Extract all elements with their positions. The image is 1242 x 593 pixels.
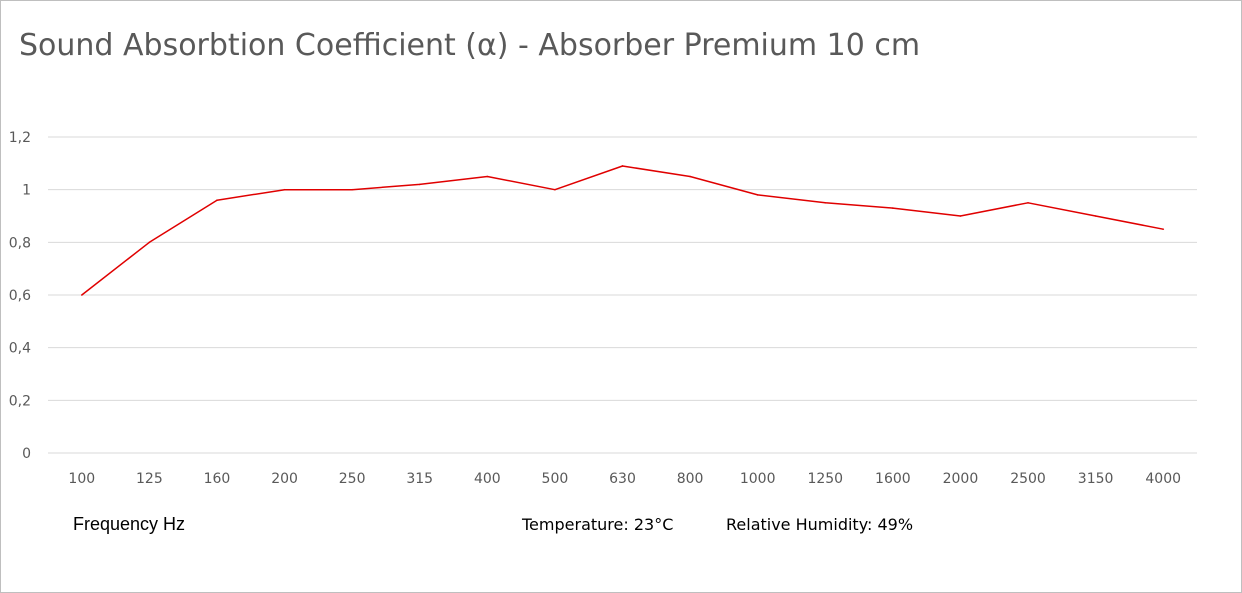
x-tick-label: 800 [677,471,704,487]
data-point [351,188,353,191]
x-axis-tick-labels: 100 125 160 200 250 315 400 500 630 800 1000 1250 16… [68,471,1181,487]
y-tick-label: 0,4 [9,341,31,357]
x-tick-label: 200 [271,471,298,487]
data-point [554,188,556,191]
data-point [824,202,827,204]
data-point [148,241,151,244]
data-point [216,199,218,201]
data-point [80,294,83,296]
data-point [1027,202,1029,204]
x-tick-label: 1250 [807,471,843,487]
series-group [80,165,1165,296]
x-tick-label: 1000 [740,471,776,487]
chart-title: Sound Absorbtion Coefficient (α) - Absor… [19,28,921,63]
y-tick-label: 0,2 [9,393,31,409]
data-point [892,207,894,209]
gridlines [48,136,1197,454]
data-point [1094,215,1097,217]
x-tick-label: 250 [339,471,366,487]
data-point [486,175,489,178]
data-point [689,175,691,178]
x-tick-label: 100 [68,471,95,487]
x-tick-label: 3150 [1078,471,1114,487]
x-tick-label: 400 [474,471,501,487]
y-tick-label: 1 [22,183,31,199]
data-point [959,215,962,217]
x-tick-label: 315 [406,471,433,487]
y-tick-label: 0 [22,446,31,462]
data-point [621,165,624,167]
x-tick-label: 630 [609,471,636,487]
data-point [418,183,421,186]
x-tick-label: 4000 [1145,471,1181,487]
x-tick-label: 1600 [875,471,911,487]
series-line [81,165,1164,296]
x-axis-label: Frequency Hz [73,514,186,534]
y-tick-label: 0,6 [9,288,31,304]
data-point [283,188,286,191]
data-point [756,194,759,196]
y-tick-label: 0,8 [9,235,31,251]
x-tick-label: 2000 [943,471,979,487]
x-tick-label: 500 [542,471,569,487]
x-tick-label: 160 [204,471,231,487]
y-tick-label: 1,2 [9,130,31,146]
x-tick-label: 2500 [1010,471,1046,487]
temperature-annotation: Temperature: 23°C [522,515,674,534]
x-tick-label: 125 [136,471,163,487]
humidity-annotation: Relative Humidity: 49% [726,515,914,534]
data-point [1162,228,1165,230]
y-axis-tick-labels: 0 0,2 0,4 0,6 0,8 1 1,2 [9,130,31,462]
